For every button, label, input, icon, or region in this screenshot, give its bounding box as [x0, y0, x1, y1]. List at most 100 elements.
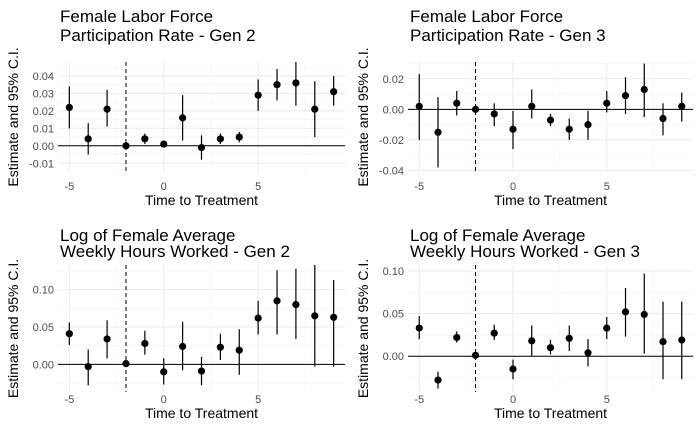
estimate-point [179, 342, 187, 351]
y-tick-label: 0.05 [383, 309, 404, 321]
y-tick-label: 0.01 [33, 123, 54, 135]
estimate-point [197, 143, 206, 152]
x-tick-label: 5 [604, 181, 610, 193]
estimate-point [254, 91, 262, 99]
estimate-point [216, 135, 224, 143]
x-tick-label: -5 [64, 181, 74, 193]
estimate-point [678, 336, 686, 344]
y-tick-label: 0.03 [33, 88, 54, 100]
y-tick-label: 0.10 [33, 285, 54, 297]
estimate-point [509, 125, 517, 133]
estimate-point [103, 105, 111, 113]
y-tick-label: 0.02 [383, 74, 404, 86]
estimate-point [565, 125, 573, 133]
estimate-point [311, 312, 319, 320]
y-axis-title: Estimate and 95% C.I. [5, 47, 21, 186]
estimate-point [659, 114, 667, 123]
estimate-point [179, 114, 187, 122]
estimate-point [141, 339, 149, 348]
y-tick-label: 0.00 [383, 351, 404, 363]
y-tick-label: 0.00 [33, 141, 54, 153]
x-axis-title: Time to Treatment [494, 192, 607, 208]
panel-title-line: Female Labor Force [60, 7, 213, 26]
y-tick-label: -0.02 [379, 135, 404, 147]
estimate-point [65, 103, 73, 111]
x-tick-label: 5 [604, 394, 610, 406]
x-axis-title: Time to Treatment [145, 192, 258, 208]
estimate-point [565, 334, 573, 342]
x-tick-label: -5 [414, 394, 424, 406]
panel-title-line: Log of Female Average [60, 226, 235, 245]
estimate-point [490, 329, 498, 337]
estimate-point [621, 92, 630, 100]
y-axis-title: Estimate and 95% C.I. [355, 259, 371, 398]
estimate-point [330, 313, 338, 321]
estimate-point [621, 308, 630, 316]
estimate-point [273, 297, 281, 305]
estimate-point [434, 128, 442, 136]
estimate-point [603, 324, 611, 332]
y-tick-label: -0.04 [379, 165, 404, 177]
estimate-point [235, 133, 243, 141]
panel-title-line: Weekly Hours Worked - Gen 3 [410, 242, 640, 261]
estimate-point [546, 344, 555, 352]
estimate-point [235, 346, 243, 354]
estimate-point [434, 376, 442, 384]
estimate-point [65, 330, 73, 338]
estimate-point [471, 105, 480, 113]
x-tick-label: 5 [255, 181, 261, 193]
x-tick-label: 0 [510, 394, 516, 406]
estimate-point [490, 110, 498, 118]
estimate-point [471, 351, 480, 359]
estimate-point [640, 85, 648, 94]
y-tick-label: 0.02 [33, 106, 54, 118]
estimate-point [84, 363, 92, 371]
y-axis-title: Estimate and 95% C.I. [355, 47, 371, 186]
estimate-point [528, 337, 536, 345]
x-tick-label: 5 [255, 394, 261, 406]
estimate-point [584, 121, 592, 129]
estimate-point [453, 99, 461, 107]
x-axis-title: Time to Treatment [145, 405, 258, 421]
estimate-point [122, 142, 130, 150]
x-tick-label: -5 [64, 394, 74, 406]
y-tick-label: 0.05 [33, 322, 54, 334]
estimate-point [659, 338, 667, 346]
y-tick-label: 0.00 [383, 104, 404, 116]
estimate-point [415, 102, 423, 110]
estimate-point [603, 99, 611, 107]
y-axis-title: Estimate and 95% C.I. [5, 259, 21, 398]
estimate-point [160, 140, 168, 148]
panel-title-line: Weekly Hours Worked - Gen 2 [60, 242, 290, 261]
y-tick-label: 0.00 [33, 359, 54, 371]
x-tick-label: 0 [161, 181, 167, 193]
estimate-point [84, 135, 92, 143]
x-tick-label: -5 [414, 181, 424, 193]
panel-title-line: Participation Rate - Gen 3 [410, 26, 606, 45]
estimate-point [273, 81, 281, 89]
estimate-point [330, 88, 338, 96]
estimate-point [292, 300, 300, 309]
y-tick-label: 0.10 [383, 266, 404, 278]
estimate-point [546, 116, 555, 124]
estimate-point [103, 335, 111, 343]
y-tick-label: -0.01 [29, 158, 54, 170]
estimate-point [415, 324, 423, 332]
estimate-point [216, 343, 224, 351]
estimate-point [122, 360, 130, 368]
estimate-point [584, 349, 592, 357]
panel-title-line: Participation Rate - Gen 2 [60, 26, 256, 45]
estimate-point [528, 102, 536, 110]
estimate-point [678, 102, 686, 110]
estimate-point [509, 365, 517, 373]
estimate-point [197, 367, 206, 375]
y-tick-label: 0.04 [33, 71, 54, 83]
estimate-point [292, 79, 300, 87]
estimate-point [453, 333, 461, 342]
x-tick-label: 0 [161, 394, 167, 406]
estimate-point [640, 310, 648, 319]
